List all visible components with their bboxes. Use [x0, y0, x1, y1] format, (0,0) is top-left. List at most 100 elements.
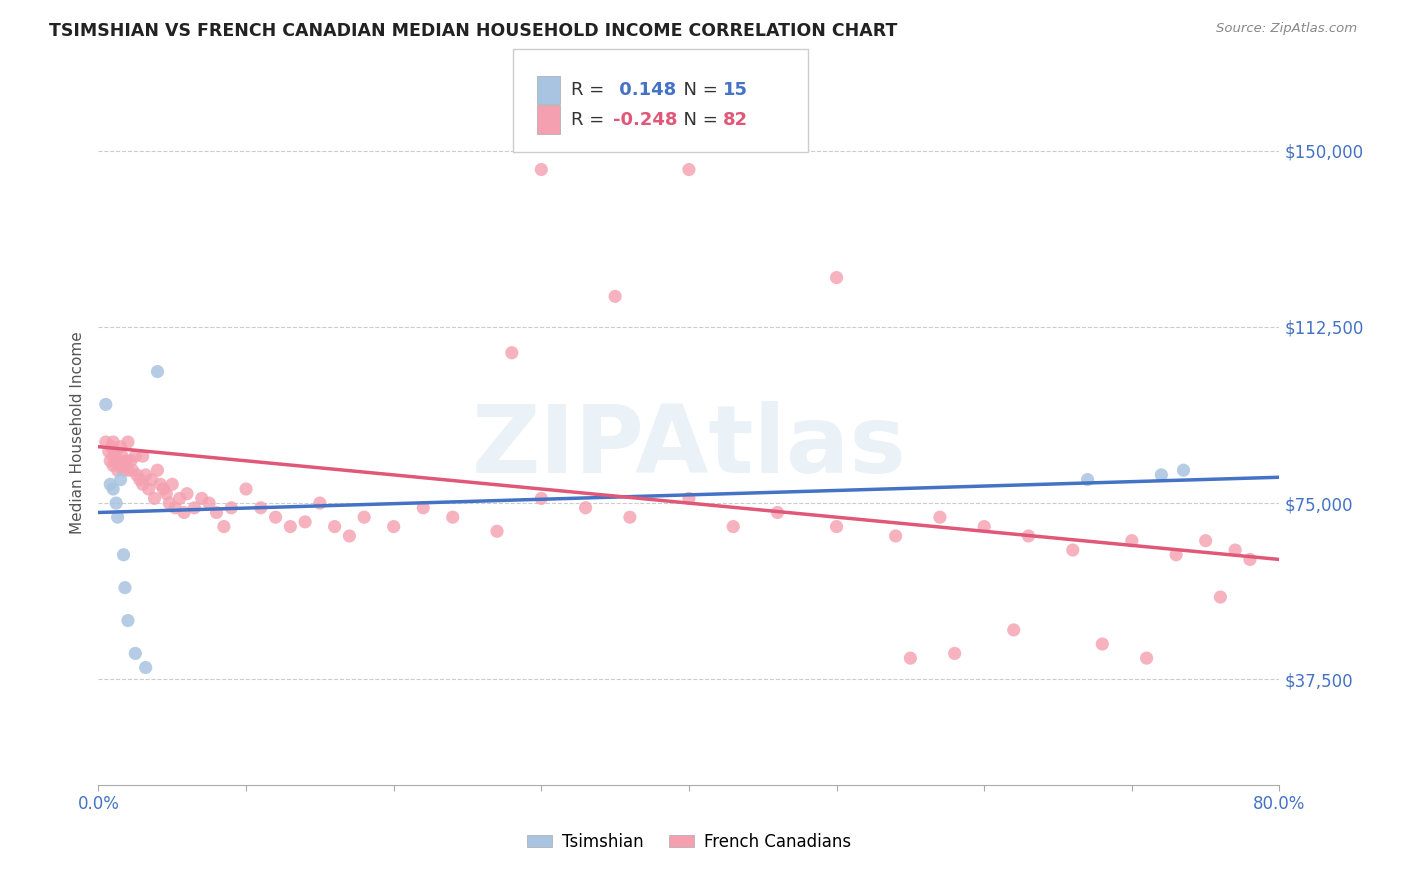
Point: [115, 454, 138, 468]
Point: [825, 270, 848, 285]
Point: [530, 162, 553, 177]
Point: [110, 458, 132, 473]
Point: [98, 477, 121, 491]
Point: [155, 486, 177, 500]
Point: [250, 500, 273, 515]
Point: [146, 365, 169, 379]
Point: [294, 515, 316, 529]
Point: [103, 482, 125, 496]
Point: [124, 647, 146, 661]
Text: N =: N =: [672, 81, 724, 99]
Point: [120, 454, 142, 468]
Text: R =: R =: [571, 81, 610, 99]
Point: [157, 496, 180, 510]
Point: [198, 496, 221, 510]
Point: [235, 482, 257, 496]
Point: [1225, 543, 1247, 558]
Point: [221, 500, 243, 515]
Point: [105, 496, 128, 510]
Point: [104, 444, 127, 458]
Point: [1062, 543, 1084, 558]
Point: [1239, 552, 1261, 566]
Point: [1150, 467, 1173, 482]
Point: [117, 435, 139, 450]
Point: [169, 491, 191, 506]
Point: [183, 500, 205, 515]
Point: [110, 440, 132, 454]
Point: [1018, 529, 1040, 543]
Point: [264, 510, 287, 524]
Point: [111, 449, 134, 463]
Text: R =: R =: [571, 111, 610, 128]
Point: [412, 500, 434, 515]
Point: [146, 463, 169, 477]
Point: [149, 477, 172, 491]
Point: [1136, 651, 1159, 665]
Point: [152, 482, 174, 496]
Point: [135, 467, 157, 482]
Point: [353, 510, 375, 524]
Point: [112, 548, 135, 562]
Point: [110, 473, 132, 487]
Y-axis label: Median Household Income: Median Household Income: [69, 331, 84, 534]
Point: [141, 473, 163, 487]
Point: [929, 510, 952, 524]
Point: [132, 449, 155, 463]
Point: [108, 454, 131, 468]
Point: [382, 519, 405, 533]
Point: [1077, 473, 1099, 487]
Text: 0.148: 0.148: [613, 81, 676, 99]
Point: [309, 496, 332, 510]
Point: [339, 529, 361, 543]
Text: TSIMSHIAN VS FRENCH CANADIAN MEDIAN HOUSEHOLD INCOME CORRELATION CHART: TSIMSHIAN VS FRENCH CANADIAN MEDIAN HOUS…: [49, 22, 897, 40]
Text: ZIPAtlas: ZIPAtlas: [471, 401, 907, 492]
Point: [162, 477, 183, 491]
Text: 82: 82: [723, 111, 748, 128]
Text: -0.248: -0.248: [613, 111, 678, 128]
Point: [103, 458, 125, 473]
Text: 15: 15: [723, 81, 748, 99]
Point: [619, 510, 641, 524]
Point: [1173, 463, 1195, 477]
Point: [825, 519, 848, 533]
Point: [1166, 548, 1188, 562]
Point: [323, 519, 346, 533]
Point: [114, 581, 136, 595]
Point: [280, 519, 302, 533]
Point: [501, 345, 523, 359]
Point: [530, 491, 553, 506]
Point: [135, 660, 157, 674]
Point: [1002, 623, 1025, 637]
Point: [884, 529, 907, 543]
Point: [100, 440, 122, 454]
Legend: Tsimshian, French Canadians: Tsimshian, French Canadians: [520, 826, 858, 858]
Point: [97, 444, 120, 458]
Point: [165, 500, 187, 515]
Point: [132, 477, 155, 491]
Point: [766, 506, 789, 520]
Point: [107, 510, 129, 524]
Point: [441, 510, 464, 524]
Point: [103, 449, 125, 463]
Point: [125, 467, 148, 482]
Point: [143, 491, 166, 506]
Point: [117, 614, 139, 628]
Point: [176, 486, 198, 500]
Point: [138, 482, 160, 496]
Point: [105, 454, 128, 468]
Point: [678, 491, 700, 506]
Point: [678, 162, 700, 177]
Point: [575, 500, 598, 515]
Point: [205, 506, 228, 520]
Point: [107, 463, 129, 477]
Point: [943, 647, 966, 661]
Text: Source: ZipAtlas.com: Source: ZipAtlas.com: [1216, 22, 1357, 36]
Point: [1209, 590, 1232, 604]
Point: [900, 651, 922, 665]
Point: [114, 458, 136, 473]
Point: [1091, 637, 1114, 651]
Text: N =: N =: [672, 111, 724, 128]
Point: [128, 473, 150, 487]
Point: [112, 463, 135, 477]
Point: [486, 524, 509, 539]
